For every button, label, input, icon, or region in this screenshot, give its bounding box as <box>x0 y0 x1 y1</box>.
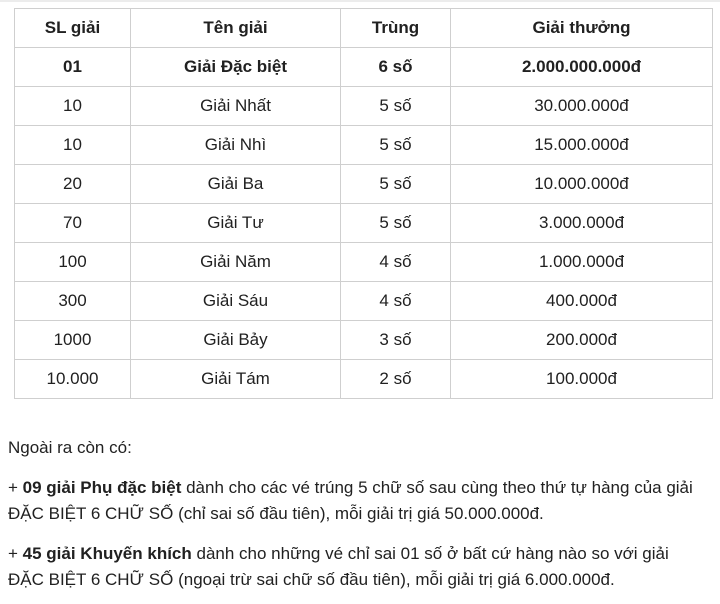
prize-table-body: 01 Giải Đặc biệt 6 số 2.000.000.000đ 10 … <box>14 47 713 399</box>
top-divider <box>0 0 720 2</box>
cell-name: Giải Nhất <box>130 86 341 126</box>
prize-table-header: SL giải Tên giải Trùng Giải thưởng <box>14 8 713 48</box>
cell-prize: 15.000.000đ <box>450 125 713 165</box>
cell-match: 5 số <box>340 203 451 243</box>
cell-name: Giải Nhì <box>130 125 341 165</box>
notes-section: Ngoài ra còn có: + 09 giải Phụ đặc biệt … <box>0 435 712 593</box>
note-rest: dành cho các vé trúng 5 chữ số sau cùng … <box>8 478 693 523</box>
cell-match: 2 số <box>340 359 451 399</box>
cell-name: Giải Tám <box>130 359 341 399</box>
table-row: 10.000 Giải Tám 2 số 100.000đ <box>14 359 713 399</box>
table-row: 01 Giải Đặc biệt 6 số 2.000.000.000đ <box>14 47 713 87</box>
cell-qty: 1000 <box>14 320 131 360</box>
note-bold-label: 09 giải Phụ đặc biệt <box>22 478 182 497</box>
cell-name: Giải Đặc biệt <box>130 47 341 87</box>
header-prize: Giải thưởng <box>450 8 713 48</box>
cell-match: 6 số <box>340 47 451 87</box>
table-row: 20 Giải Ba 5 số 10.000.000đ <box>14 164 713 204</box>
cell-match: 4 số <box>340 242 451 282</box>
note-paragraph: + 09 giải Phụ đặc biệt dành cho các vé t… <box>8 475 704 527</box>
cell-qty: 10 <box>14 125 131 165</box>
header-match: Trùng <box>340 8 451 48</box>
note-rest: dành cho những vé chỉ sai 01 số ở bất cứ… <box>8 544 669 589</box>
cell-match: 5 số <box>340 164 451 204</box>
cell-prize: 3.000.000đ <box>450 203 713 243</box>
cell-match: 5 số <box>340 86 451 126</box>
note-paragraph: + 45 giải Khuyến khích dành cho những vé… <box>8 541 704 593</box>
cell-prize: 200.000đ <box>450 320 713 360</box>
table-row: 100 Giải Năm 4 số 1.000.000đ <box>14 242 713 282</box>
header-name: Tên giải <box>130 8 341 48</box>
cell-qty: 300 <box>14 281 131 321</box>
cell-prize: 100.000đ <box>450 359 713 399</box>
table-row: 70 Giải Tư 5 số 3.000.000đ <box>14 203 713 243</box>
cell-qty: 01 <box>14 47 131 87</box>
cell-qty: 10.000 <box>14 359 131 399</box>
table-row: 1000 Giải Bảy 3 số 200.000đ <box>14 320 713 360</box>
cell-qty: 70 <box>14 203 131 243</box>
cell-name: Giải Tư <box>130 203 341 243</box>
cell-match: 3 số <box>340 320 451 360</box>
cell-prize: 1.000.000đ <box>450 242 713 282</box>
cell-prize: 10.000.000đ <box>450 164 713 204</box>
cell-name: Giải Ba <box>130 164 341 204</box>
prize-table: SL giải Tên giải Trùng Giải thưởng 01 Gi… <box>14 8 713 399</box>
note-bold-label: 45 giải Khuyến khích <box>22 544 192 563</box>
cell-match: 4 số <box>340 281 451 321</box>
cell-qty: 20 <box>14 164 131 204</box>
table-row: 10 Giải Nhất 5 số 30.000.000đ <box>14 86 713 126</box>
cell-name: Giải Bảy <box>130 320 341 360</box>
cell-prize: 2.000.000.000đ <box>450 47 713 87</box>
notes-intro: Ngoài ra còn có: <box>8 438 132 457</box>
header-qty: SL giải <box>14 8 131 48</box>
cell-prize: 30.000.000đ <box>450 86 713 126</box>
table-row: 300 Giải Sáu 4 số 400.000đ <box>14 281 713 321</box>
note-prefix: + <box>8 544 23 563</box>
header-row: SL giải Tên giải Trùng Giải thưởng <box>14 8 713 48</box>
cell-name: Giải Sáu <box>130 281 341 321</box>
cell-match: 5 số <box>340 125 451 165</box>
cell-name: Giải Năm <box>130 242 341 282</box>
cell-qty: 100 <box>14 242 131 282</box>
table-row: 10 Giải Nhì 5 số 15.000.000đ <box>14 125 713 165</box>
cell-prize: 400.000đ <box>450 281 713 321</box>
cell-qty: 10 <box>14 86 131 126</box>
note-prefix: + <box>8 478 23 497</box>
